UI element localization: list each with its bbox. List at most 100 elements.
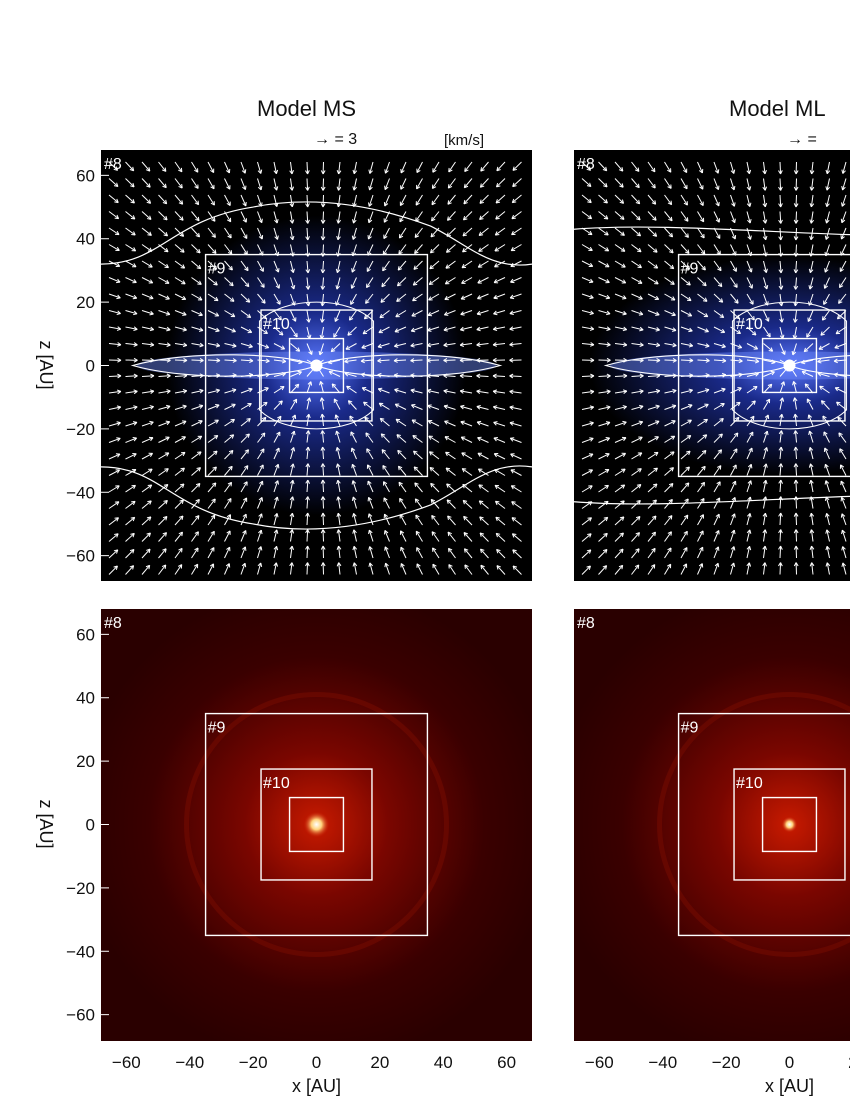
- velocity-arrow: [322, 463, 324, 476]
- velocity-arrowhead: [361, 387, 367, 392]
- velocity-arrow: [108, 326, 121, 330]
- velocity-arrow: [713, 310, 724, 318]
- velocity-arrow: [444, 436, 456, 443]
- velocity-arrow: [763, 398, 771, 410]
- velocity-arrowhead: [396, 434, 401, 439]
- velocity-arrow: [191, 515, 200, 526]
- disk-contour: [130, 354, 503, 377]
- velocity-arrowhead: [162, 183, 167, 189]
- velocity-arrow: [257, 448, 265, 460]
- velocity-arrowhead: [807, 414, 813, 419]
- velocity-arrow: [224, 374, 237, 377]
- velocity-arrowhead: [685, 265, 691, 270]
- velocity-arrow: [141, 178, 151, 188]
- velocity-arrow: [462, 500, 473, 509]
- velocity-arrowhead: [793, 302, 798, 307]
- x-tick-label: −40: [175, 1053, 204, 1072]
- velocity-arrow: [647, 515, 657, 526]
- velocity-arrowhead: [215, 404, 220, 409]
- velocity-arrow: [429, 451, 440, 460]
- velocity-arrowhead: [130, 215, 136, 220]
- velocity-arrow: [713, 260, 722, 272]
- velocity-arrowhead: [198, 327, 204, 332]
- velocity-arrowhead: [459, 342, 465, 348]
- velocity-arrowhead: [510, 246, 516, 252]
- velocity-arrow: [141, 468, 153, 476]
- velocity-arrow: [443, 390, 456, 394]
- velocity-arrow: [512, 161, 522, 171]
- velocity-arrowhead: [750, 315, 755, 321]
- velocity-arrowhead: [133, 342, 138, 347]
- velocity-arrow: [647, 451, 659, 460]
- velocity-arrowhead: [246, 313, 252, 319]
- velocity-arrow: [336, 260, 341, 273]
- velocity-arrowhead: [672, 342, 677, 348]
- velocity-arrowhead: [229, 434, 235, 439]
- velocity-arrowhead: [216, 358, 221, 363]
- velocity-arrow: [664, 359, 677, 362]
- velocity-arrow: [614, 310, 627, 315]
- velocity-arrow: [512, 565, 522, 575]
- velocity-arrow: [713, 343, 726, 348]
- velocity-arrow: [795, 211, 797, 224]
- velocity-arrowhead: [258, 218, 263, 224]
- velocity-arrow: [191, 499, 200, 509]
- velocity-arrow: [794, 310, 797, 323]
- velocity-arrow: [333, 326, 341, 338]
- velocity-arrow: [399, 227, 407, 239]
- velocity-arrowhead: [825, 562, 831, 567]
- velocity-arrow: [478, 468, 489, 476]
- velocity-arrow: [614, 326, 627, 331]
- velocity-arrowhead: [243, 234, 248, 239]
- velocity-arrowhead: [394, 403, 400, 408]
- velocity-arrow: [257, 343, 269, 349]
- velocity-arrow: [240, 194, 247, 207]
- velocity-arrow: [730, 343, 742, 349]
- panel-density-ms: #8 #9 #10: [101, 609, 532, 1041]
- velocity-arrow: [664, 277, 675, 285]
- velocity-arrow: [361, 343, 374, 349]
- velocity-arrow: [826, 513, 830, 526]
- velocity-arrow: [369, 178, 374, 191]
- velocity-arrowhead: [113, 565, 118, 570]
- velocity-arrow: [697, 434, 708, 443]
- velocity-arrowhead: [650, 564, 656, 569]
- velocity-arrowhead: [273, 513, 279, 518]
- velocity-arrowhead: [511, 533, 517, 538]
- velocity-arrow: [510, 260, 522, 267]
- velocity-arrowhead: [274, 219, 279, 224]
- velocity-arrow: [240, 449, 249, 460]
- velocity-arrowhead: [448, 564, 453, 569]
- velocity-arrowhead: [825, 169, 831, 175]
- velocity-arrow: [431, 194, 440, 206]
- velocity-arrowhead: [305, 430, 311, 435]
- velocity-arrowhead: [823, 300, 828, 305]
- velocity-arrowhead: [496, 565, 501, 570]
- velocity-arrowhead: [116, 294, 121, 300]
- velocity-arrow: [839, 277, 847, 288]
- velocity-arrow: [395, 403, 407, 410]
- velocity-arrow: [224, 514, 231, 526]
- velocity-arrow: [614, 564, 624, 575]
- velocity-arrow: [397, 260, 407, 271]
- velocity-arrow: [108, 178, 119, 187]
- y-tick-label: 20: [76, 752, 95, 771]
- velocity-arrowhead: [620, 484, 626, 489]
- velocity-arrow: [746, 178, 751, 191]
- velocity-arrowhead: [131, 500, 136, 506]
- velocity-arrowhead: [656, 357, 661, 363]
- velocity-arrow: [290, 529, 293, 542]
- velocity-arrowhead: [273, 545, 279, 551]
- velocity-arrowhead: [336, 186, 342, 191]
- velocity-arrowhead: [622, 295, 627, 300]
- velocity-arrowhead: [460, 311, 465, 316]
- velocity-arrow: [697, 227, 705, 239]
- velocity-arrow: [368, 211, 374, 223]
- velocity-arrow: [394, 388, 407, 394]
- velocity-arrowhead: [289, 562, 294, 567]
- y-tick-label: −20: [66, 879, 95, 898]
- velocity-arrow: [273, 431, 281, 443]
- velocity-arrowhead: [840, 218, 846, 224]
- velocity-arrow: [763, 326, 771, 338]
- velocity-arrowhead: [459, 373, 464, 379]
